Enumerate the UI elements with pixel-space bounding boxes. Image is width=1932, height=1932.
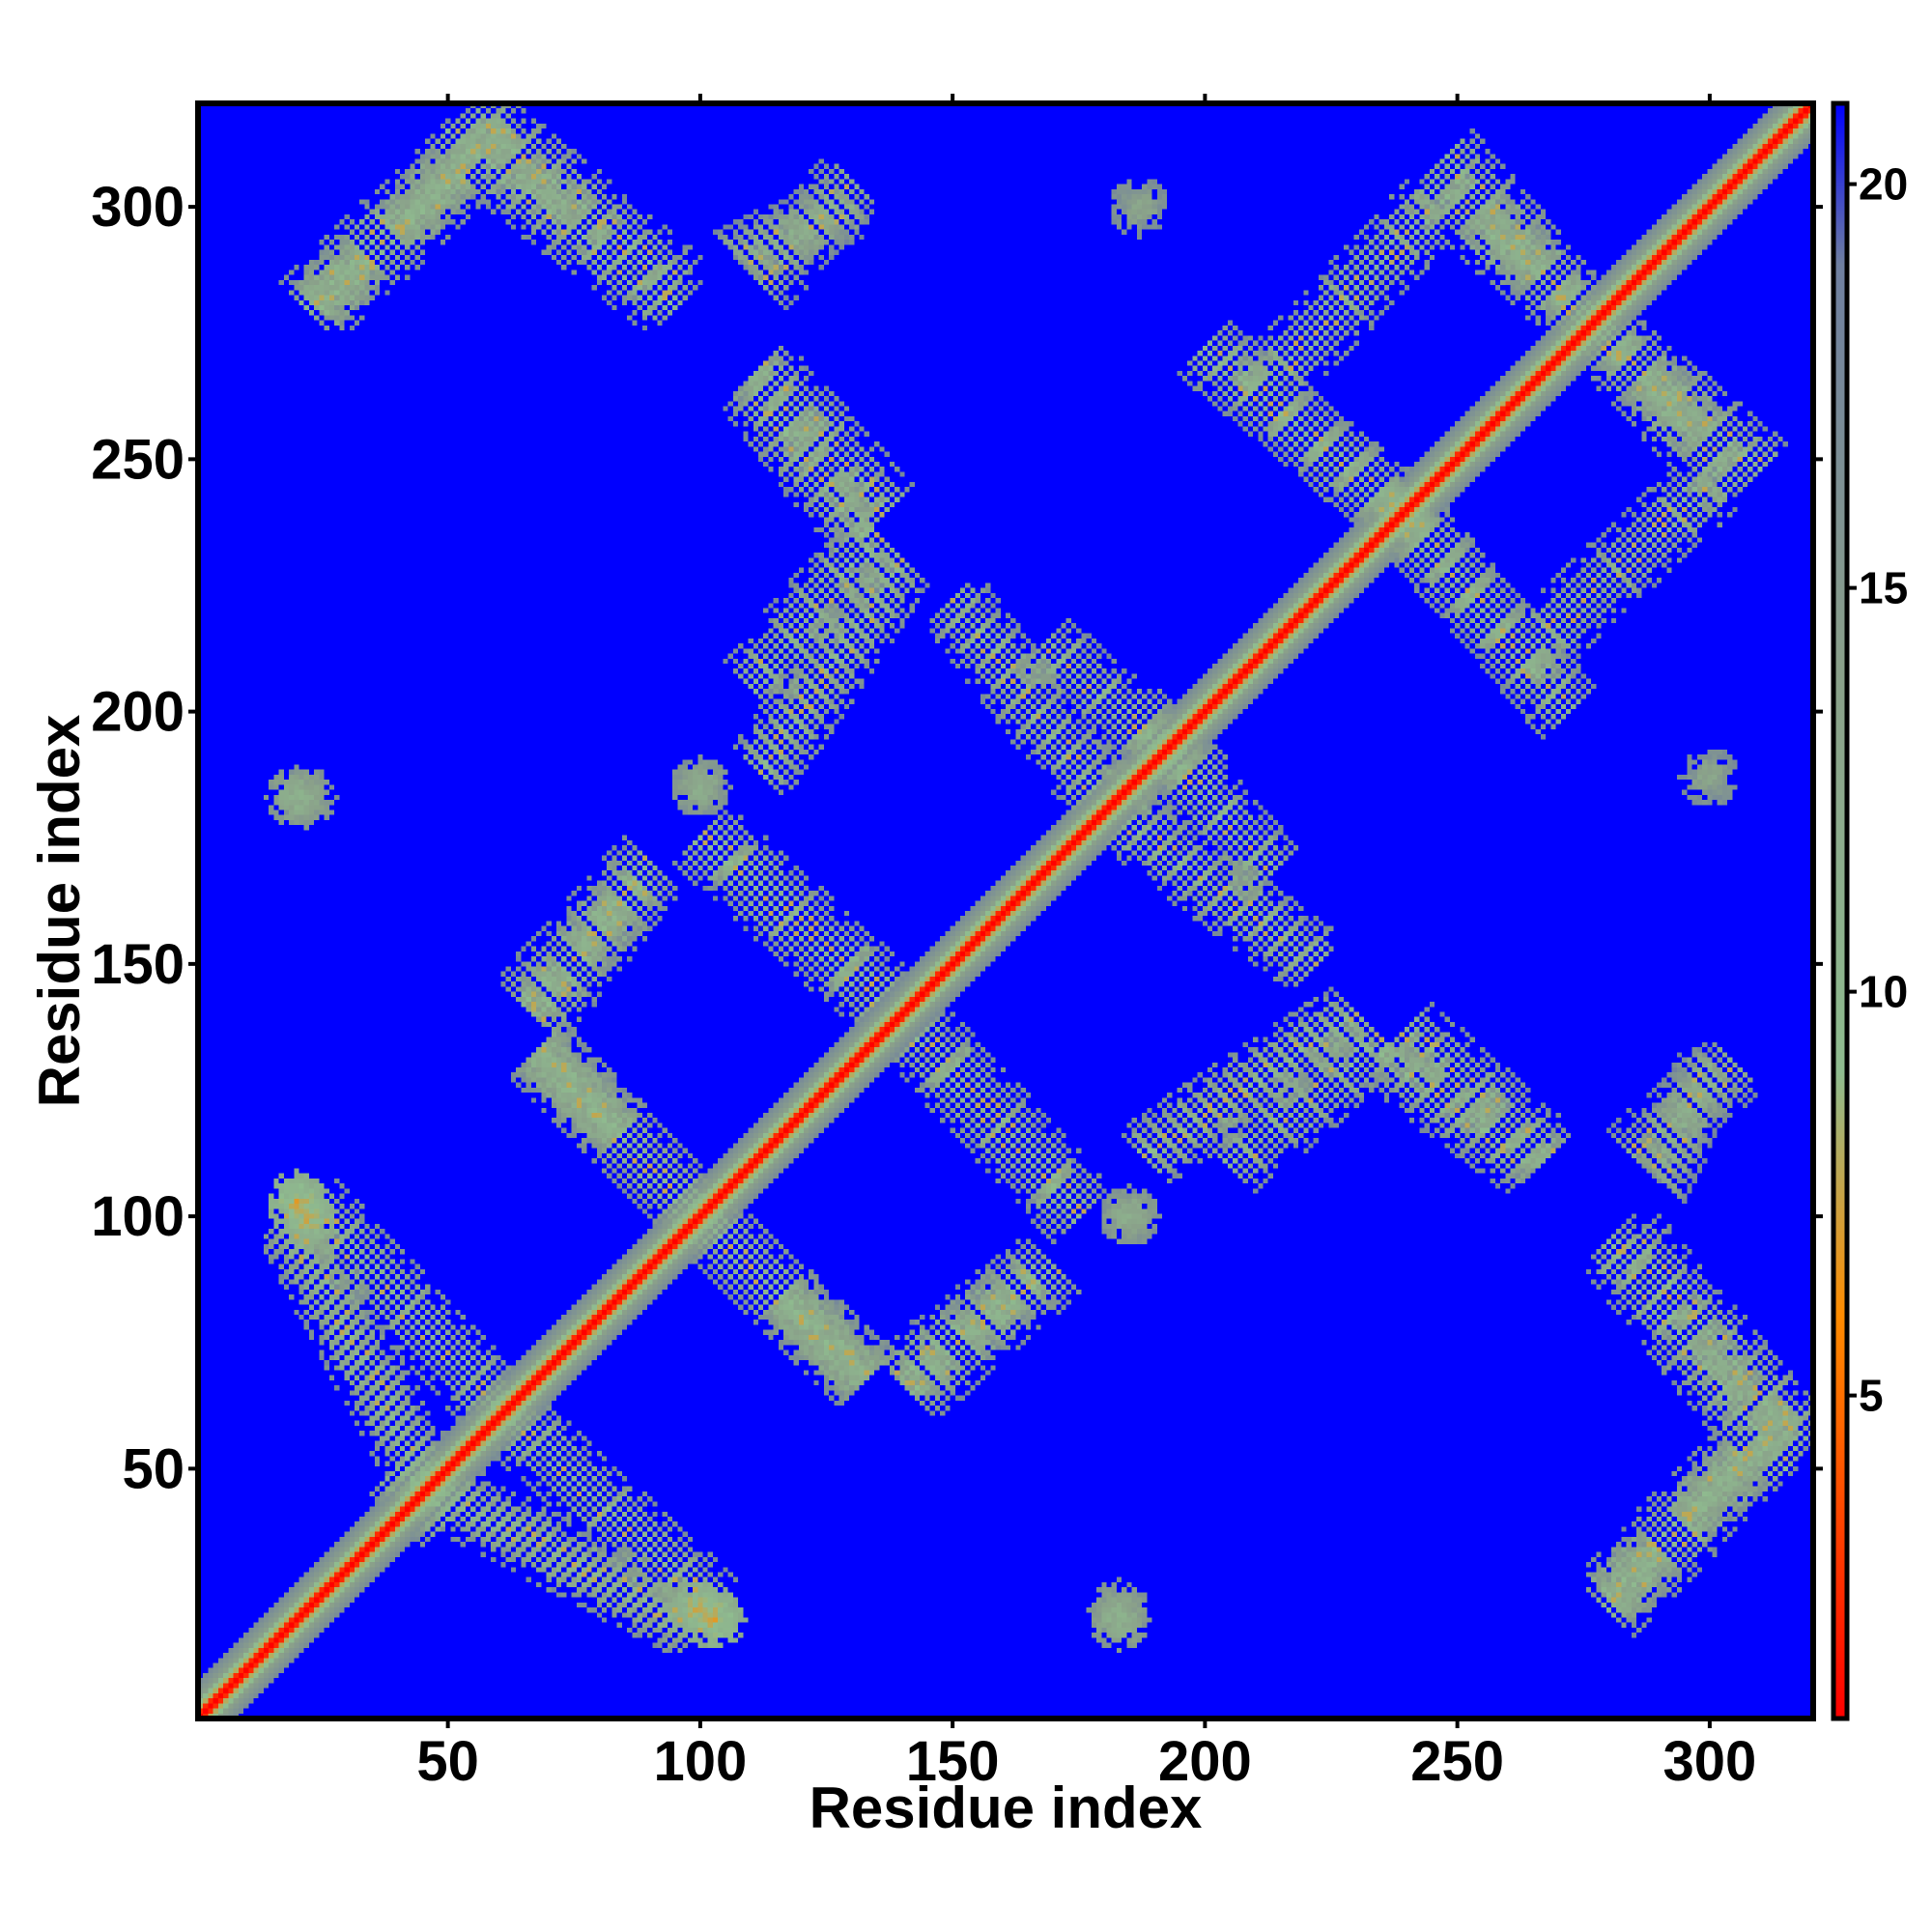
x-axis-ticks: 50 100 150 200 250 300 [416,94,1756,1793]
colorbar-tick-label: 15 [1859,563,1908,613]
y-axis-title: Residue index [27,715,92,1108]
colorbar-ticks: 5 10 15 20 [1847,159,1908,1421]
x-tick-100: 100 [653,94,747,1793]
x-tick-label: 300 [1662,1730,1756,1793]
x-tick-label: 100 [653,1730,747,1793]
y-tick-label: 250 [91,428,185,491]
colorbar-tick-label: 5 [1859,1371,1884,1421]
heatmap-image [198,103,1813,1719]
y-tick-label: 100 [91,1185,185,1248]
x-tick-250: 250 [1410,94,1504,1793]
x-tick-300: 300 [1662,94,1756,1793]
colorbar-tick-10: 10 [1847,967,1908,1017]
y-tick-150: 150 [91,933,1823,996]
colorbar-tick-15: 15 [1847,563,1908,613]
colorbar-tick-label: 10 [1859,967,1908,1017]
x-tick-label: 50 [416,1730,479,1793]
y-tick-label: 300 [91,176,185,239]
y-tick-label: 150 [91,933,185,996]
y-tick-200: 200 [91,681,1823,744]
x-tick-label: 150 [906,1730,1000,1793]
x-axis-title: Residue index [810,1776,1203,1840]
y-tick-250: 250 [91,428,1823,491]
colorbar-tick-5: 5 [1847,1371,1884,1421]
y-tick-300: 300 [91,176,1823,239]
x-tick-50: 50 [416,94,479,1793]
y-tick-label: 50 [122,1437,185,1500]
x-tick-150: 150 [906,94,1000,1793]
y-tick-100: 100 [91,1185,1823,1248]
x-tick-200: 200 [1158,94,1252,1793]
colorbar-tick-label: 20 [1859,159,1908,210]
colorbar-tick-20: 20 [1847,159,1908,210]
colorbar [1831,100,1850,1721]
x-tick-label: 200 [1158,1730,1252,1793]
y-tick-label: 200 [91,681,185,744]
x-tick-label: 250 [1410,1730,1504,1793]
y-axis-ticks: 50 100 150 200 250 300 [91,176,1823,1500]
plot-frame [195,100,1816,1721]
y-tick-50: 50 [122,1437,1823,1500]
